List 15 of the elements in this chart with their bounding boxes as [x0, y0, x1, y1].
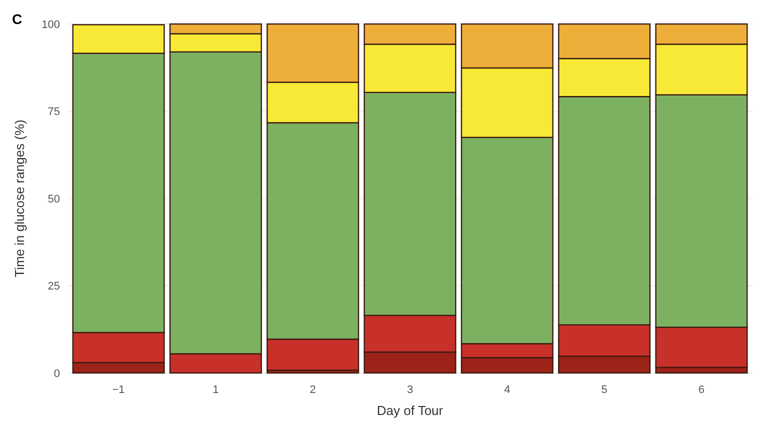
y-tick-label: 100	[42, 18, 60, 31]
x-tick-label: 3	[406, 384, 414, 396]
y-tick-label: 50	[48, 193, 60, 206]
x-axis-title: Day of Tour	[376, 403, 444, 418]
y-axis-title: Time in glucose ranges (%)	[12, 120, 27, 278]
x-tick-label: 5	[601, 384, 608, 396]
y-tick-label: 75	[48, 106, 60, 118]
x-tick-label: 6	[698, 384, 705, 396]
y-tick-label: 25	[48, 280, 60, 293]
x-tick-label: 1	[212, 384, 219, 396]
chart-title: C	[12, 11, 22, 27]
x-tick-label: 2	[310, 384, 316, 396]
x-tick-label: 4	[504, 384, 510, 396]
x-tick-label: −1	[112, 384, 125, 396]
y-tick-label: 0	[54, 368, 60, 380]
